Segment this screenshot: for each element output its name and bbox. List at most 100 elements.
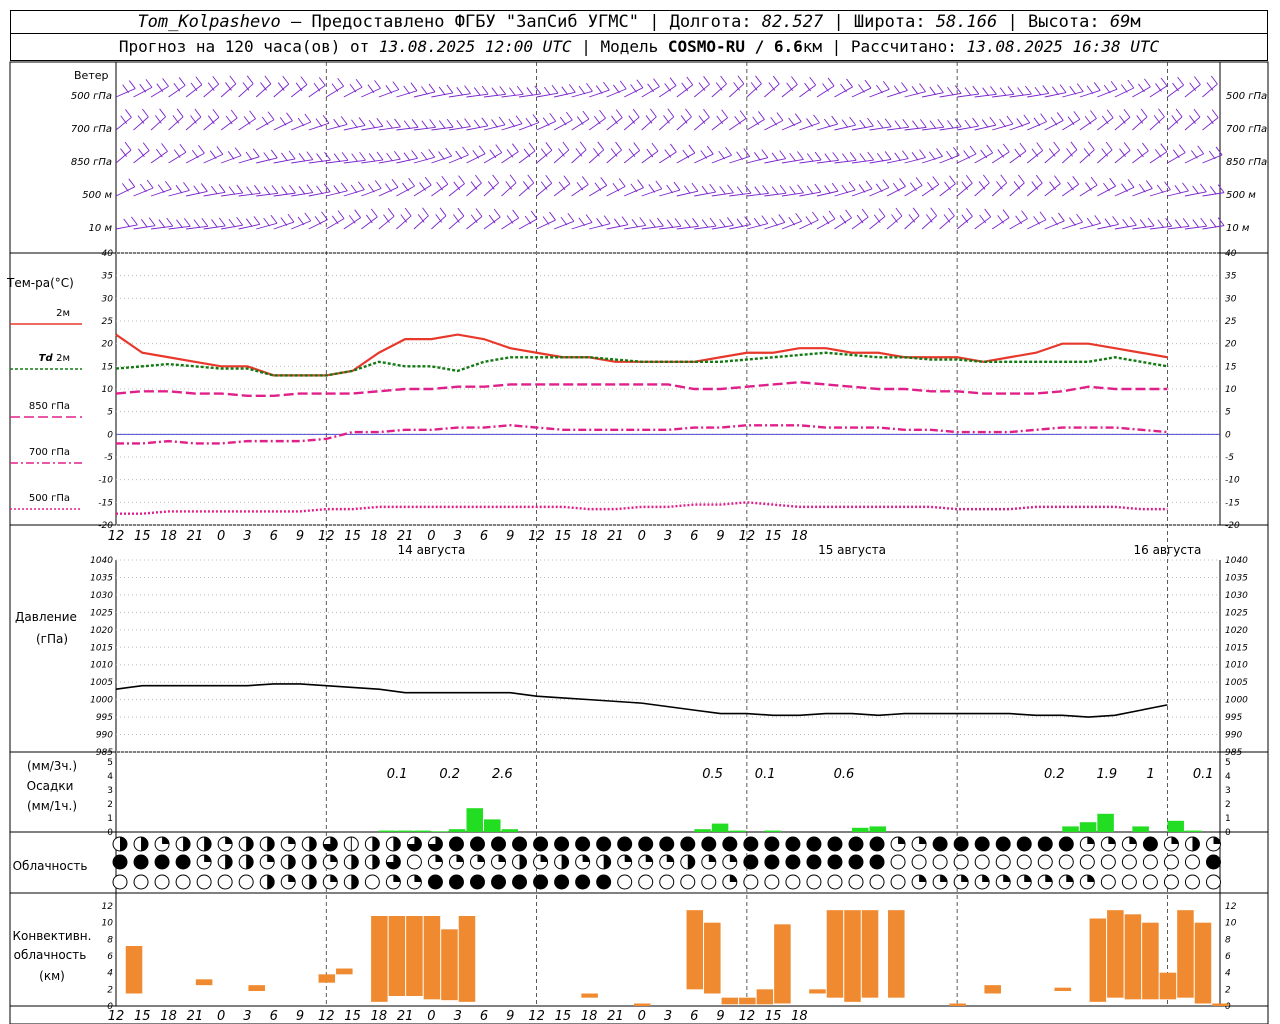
convective-bar <box>388 916 406 996</box>
wind-barb-flag <box>726 217 734 226</box>
wind-barb-flag <box>1144 78 1151 88</box>
wind-barb-shaft <box>203 117 220 131</box>
wind-barb <box>606 178 626 197</box>
wind-barb-shaft <box>606 88 627 98</box>
legend-text: 500 гПа <box>29 493 70 504</box>
wind-barb-shaft <box>1097 185 1116 197</box>
wind-barb-flag <box>639 217 647 226</box>
wind-barb-flag <box>1049 181 1056 191</box>
wind-barb <box>115 109 132 131</box>
wind-barb-flag <box>805 216 813 225</box>
wind-barb <box>588 141 605 164</box>
wind-barb-shaft <box>781 84 798 98</box>
wind-barb-flag <box>599 109 606 119</box>
time-tick-label: 0 <box>217 529 225 544</box>
wind-barb <box>729 184 752 197</box>
wind-barb-flag <box>263 186 271 195</box>
cloud-circle <box>1205 854 1221 870</box>
wind-barb-flag <box>225 115 233 125</box>
cloud-fill <box>540 855 548 862</box>
wind-barb-flag <box>464 118 471 127</box>
wind-barb-flag <box>637 179 644 188</box>
wind-barb-shaft <box>641 150 659 164</box>
wind-barb-shaft <box>326 159 349 164</box>
wind-barb-shaft <box>203 153 223 164</box>
cloud-circle <box>869 854 885 870</box>
precip-bar <box>431 831 448 832</box>
time-tick-label-bottom: 18 <box>371 1009 388 1024</box>
wind-barb-shaft <box>290 84 308 98</box>
wind-barb <box>361 151 384 164</box>
wind-barb-flag <box>411 119 419 128</box>
wind-barb-flag <box>952 146 960 156</box>
wind-barb-shaft <box>343 189 365 197</box>
cloud-fill <box>323 837 338 852</box>
wind-barb-shaft <box>571 118 590 131</box>
convective-bar <box>844 910 861 1002</box>
cloud-icon <box>932 874 948 890</box>
wind-barb-shaft <box>431 126 454 131</box>
wind-barb <box>939 175 956 197</box>
wind-barb <box>781 212 803 230</box>
wind-barb-shaft <box>676 152 696 164</box>
time-tick-label-bottom: 18 <box>581 1009 598 1024</box>
convective-bar <box>809 989 826 994</box>
cloud-fill <box>386 855 401 869</box>
cloud-icon <box>743 854 759 870</box>
wind-barb-flag <box>542 117 550 126</box>
wind-barb-flag <box>491 87 499 96</box>
temp-tick-right: -15 <box>1225 498 1240 508</box>
wind-barb-flag <box>148 217 156 226</box>
wind-barb-shaft <box>869 88 890 98</box>
wind-barb-flag <box>370 208 378 218</box>
wind-barb-shaft <box>974 182 990 197</box>
wind-barb <box>256 149 278 164</box>
cloud-circle <box>1121 854 1137 870</box>
wind-barb <box>834 116 856 131</box>
wind-barb-flag <box>610 148 618 157</box>
wind-barb-flag <box>786 82 794 92</box>
wind-barb-shaft <box>624 225 646 230</box>
wind-barb-shaft <box>413 91 436 98</box>
wind-barb-shaft <box>168 189 190 197</box>
wind-barb-shaft <box>1184 191 1207 197</box>
pressure-tick-left: 1030 <box>90 591 113 601</box>
cloud-circle <box>1205 874 1221 890</box>
wind-barb-flag <box>937 84 944 93</box>
time-tick-label-bottom: 0 <box>217 1009 225 1024</box>
wind-barb <box>168 218 191 230</box>
cloud-fill <box>919 875 927 882</box>
wind-barb-flag <box>277 82 285 91</box>
wind-barb-flag <box>191 149 199 159</box>
wind-barb-flag <box>594 182 602 191</box>
wind-barb-flag <box>178 77 186 86</box>
precip-total: 0.5 <box>702 767 723 782</box>
wind-barb <box>150 108 166 131</box>
time-tick-label-bottom: 21 <box>397 1009 414 1024</box>
wind-barb-flag <box>779 150 787 159</box>
wind-barb-flag <box>281 152 288 162</box>
wind-barb-flag <box>489 149 497 159</box>
wind-barb <box>658 77 677 98</box>
cloud-icon <box>680 836 696 852</box>
wind-barb-flag <box>972 85 980 95</box>
wind-barb-flag <box>207 82 215 91</box>
wind-barb-flag <box>137 115 145 124</box>
wind-barb-shaft <box>641 225 664 230</box>
cloud-circle <box>638 874 654 890</box>
wind-barb <box>448 175 465 197</box>
wind-barb-flag <box>1136 115 1144 124</box>
wind-barb <box>588 177 608 197</box>
wind-barb-flag <box>858 184 866 193</box>
cloud-icon <box>911 836 927 852</box>
wind-barb-flag <box>895 207 903 217</box>
wind-barb-shaft <box>431 92 453 98</box>
wind-barb-flag <box>632 108 640 118</box>
wind-barb-shaft <box>536 219 556 230</box>
wind-barb-flag <box>1206 82 1214 91</box>
temp-tick-left: -20 <box>98 521 113 531</box>
cloud-circle <box>406 854 422 870</box>
wind-barb-flag <box>1178 144 1186 153</box>
wind-barb-shaft <box>781 159 804 164</box>
wind-barb <box>326 116 348 131</box>
